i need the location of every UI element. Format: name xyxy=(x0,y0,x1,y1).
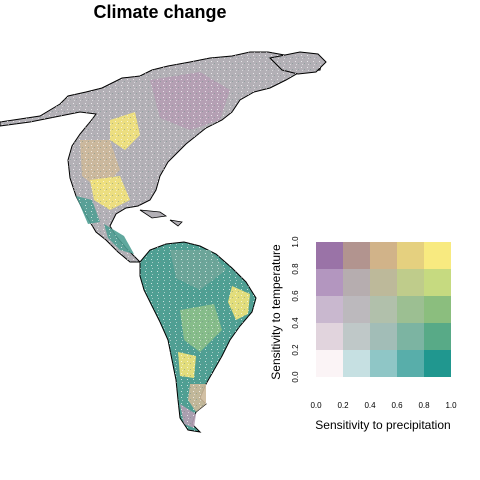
legend-cell xyxy=(316,269,343,296)
legend-cell xyxy=(397,269,424,296)
legend-cell xyxy=(424,269,451,296)
map-speckle-overlay xyxy=(140,242,256,432)
caribbean-islands xyxy=(139,209,183,227)
legend-cell xyxy=(397,350,424,377)
legend-cell xyxy=(397,323,424,350)
legend-cell xyxy=(343,323,370,350)
legend-y-tick-label: 1.0 xyxy=(291,236,300,248)
legend-cell xyxy=(316,296,343,323)
legend-cell xyxy=(424,242,451,269)
map-title: Climate change xyxy=(93,2,227,22)
legend-color-grid xyxy=(316,242,451,377)
legend-cell xyxy=(424,350,451,377)
legend-cell xyxy=(370,350,397,377)
legend-cell xyxy=(370,242,397,269)
legend-x-tick-label: 0.2 xyxy=(337,401,349,410)
legend-y-tick-label: 0.2 xyxy=(291,344,300,356)
legend-y-tick-label: 0.0 xyxy=(291,371,300,383)
legend-cell xyxy=(370,323,397,350)
legend-cell xyxy=(316,242,343,269)
legend-cell xyxy=(370,296,397,323)
legend-x-tick-label: 0.0 xyxy=(310,401,322,410)
legend-cell xyxy=(424,296,451,323)
legend-x-tick-label: 0.8 xyxy=(418,401,430,410)
legend-cell xyxy=(424,323,451,350)
map-speckle-texture xyxy=(0,52,322,432)
legend-cell xyxy=(343,296,370,323)
legend-y-ticks: 0.0 0.2 0.4 0.6 0.8 1.0 xyxy=(291,236,300,383)
legend-cell xyxy=(397,296,424,323)
legend-y-tick-label: 0.8 xyxy=(291,263,300,275)
legend-y-tick-label: 0.4 xyxy=(291,317,300,329)
legend-x-tick-label: 0.6 xyxy=(391,401,403,410)
legend-x-ticks: 0.0 0.2 0.4 0.6 0.8 1.0 xyxy=(310,401,457,410)
legend-x-axis-label: Sensitivity to precipitation xyxy=(315,418,450,432)
legend-x-tick-label: 1.0 xyxy=(445,401,457,410)
legend-cell xyxy=(343,242,370,269)
legend-cell xyxy=(316,350,343,377)
legend-cell xyxy=(397,242,424,269)
legend-y-tick-label: 0.6 xyxy=(291,290,300,302)
legend-cell xyxy=(343,350,370,377)
map-speckle-overlay xyxy=(0,52,322,262)
legend-x-tick-label: 0.4 xyxy=(364,401,376,410)
legend-cell xyxy=(370,269,397,296)
legend-y-axis-label: Sensitivity to temperature xyxy=(269,244,283,380)
legend-cell xyxy=(343,269,370,296)
legend-cell xyxy=(316,323,343,350)
